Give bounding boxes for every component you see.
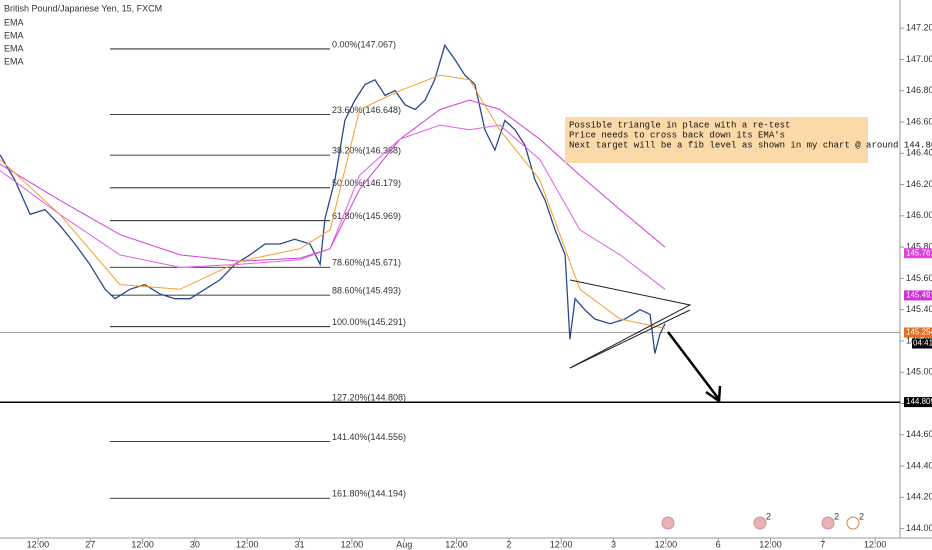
y-tick-label: 144.400 [906, 460, 932, 470]
price-label-box [904, 327, 932, 338]
fib-label: 23.60%(146.648) [332, 105, 401, 115]
price-label-box [904, 397, 932, 408]
y-tick-label: 146.800 [906, 85, 932, 95]
price-label-box [904, 248, 932, 259]
y-tick-label: 146.200 [906, 179, 932, 189]
fib-label: 100.00%(145.291) [332, 317, 406, 327]
fib-label: 78.60%(145.671) [332, 258, 401, 268]
x-tick-label: 31 [295, 539, 305, 549]
x-tick-label: 12:00 [341, 539, 364, 549]
fib-label: 141.40%(144.556) [332, 432, 406, 442]
y-tick-label: 147.000 [906, 54, 932, 64]
annotation-box [565, 117, 868, 163]
y-tick-label: 145.800 [906, 241, 932, 251]
y-tick-label: 146.400 [906, 148, 932, 158]
annotation-line: Possible triangle in place with a re-tes… [569, 120, 790, 130]
price-label: 145.761 [906, 248, 932, 257]
fib-label: 50.00%(146.179) [332, 178, 401, 188]
price-label: 144.809 [906, 397, 932, 406]
annotation-line: Price needs to cross back down its EMA's [569, 130, 785, 140]
indicator-label: EMA [4, 56, 24, 66]
annotation-line: Next target will be a fib level as shown… [569, 140, 932, 150]
chart-title: British Pound/Japanese Yen, 15, FXCM [4, 3, 162, 13]
indicator-label: EMA [4, 30, 24, 40]
event-icon [661, 516, 675, 530]
triangle-lower [569, 309, 691, 369]
x-tick-label: 6 [716, 539, 721, 549]
price-label-box [904, 290, 932, 301]
fib-label: 88.60%(145.493) [332, 285, 401, 295]
indicator-label: EMA [4, 17, 24, 27]
x-tick-label: 3 [611, 539, 616, 549]
y-tick-label: 146.600 [906, 116, 932, 126]
fib-label: 161.80%(144.194) [332, 489, 406, 499]
x-tick-label: 12:00 [759, 539, 782, 549]
y-tick-label: 146.000 [906, 210, 932, 220]
triangle-drawing [569, 279, 692, 369]
x-tick-label: 12:00 [131, 539, 154, 549]
y-tick-label: 144.600 [906, 429, 932, 439]
countdown-box [912, 338, 932, 349]
x-tick-label: 7 [820, 539, 825, 549]
x-tick-label: Aug [396, 539, 412, 549]
event-icon [753, 516, 767, 530]
price-label: 145.254 [906, 328, 932, 337]
x-tick-label: 12:00 [236, 539, 259, 549]
fib-label: 61.80%(145.969) [332, 211, 401, 221]
arrow-head [705, 385, 722, 404]
x-tick-label: 30 [190, 539, 200, 549]
event-icon [846, 516, 860, 530]
fib-label: 38.20%(146.388) [332, 146, 401, 156]
ema-line [0, 124, 666, 290]
ema-line [0, 99, 666, 262]
x-tick-label: 12:00 [864, 539, 887, 549]
arrow [667, 331, 719, 399]
x-tick-label: 12:00 [550, 539, 573, 549]
x-tick-label: 12:00 [445, 539, 468, 549]
y-tick-label: 147.200 [906, 23, 932, 33]
x-tick-label: 12:00 [27, 539, 50, 549]
event-icon [821, 516, 835, 530]
y-tick-label: 145.600 [906, 273, 932, 283]
indicator-label: EMA [4, 43, 24, 53]
fib-label: 0.00%(147.067) [332, 39, 396, 49]
x-tick-label: 27 [85, 539, 95, 549]
event-count: 2 [766, 511, 771, 521]
fib-label: 127.20%(144.808) [332, 393, 406, 403]
y-tick-label: 145.000 [906, 367, 932, 377]
x-tick-label: 2 [506, 539, 511, 549]
y-tick-label: 144.200 [906, 492, 932, 502]
countdown: 04:41 [913, 339, 932, 348]
price-label: 145.491 [906, 291, 932, 300]
event-count: 2 [834, 511, 839, 521]
y-tick-label: 144.000 [906, 523, 932, 533]
y-tick-label: 145.400 [906, 304, 932, 314]
event-count: 2 [859, 511, 864, 521]
x-tick-label: 12:00 [655, 539, 678, 549]
ema-line [0, 74, 666, 329]
